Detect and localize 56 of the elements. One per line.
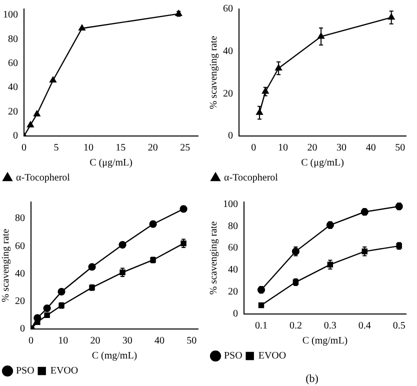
x-axis-title: C (mg/mL) bbox=[302, 336, 348, 347]
x-tick-label: 20 bbox=[90, 336, 100, 347]
x-tick-label: 40 bbox=[154, 336, 164, 347]
legend-label: α-Tocopherol bbox=[16, 172, 70, 184]
x-axis-title: C (mg/mL) bbox=[92, 350, 138, 362]
y-axis-title: % scavenging rate bbox=[208, 35, 220, 110]
x-tick-label: 0 bbox=[251, 142, 256, 154]
y-tick-label: 0 bbox=[13, 130, 18, 142]
y-tick-label: 20 bbox=[8, 106, 18, 118]
x-tick-label: 0.1 bbox=[254, 320, 268, 332]
x-tick-label: 0.3 bbox=[324, 320, 336, 332]
y-tick-label: 20 bbox=[223, 88, 233, 100]
x-tick-label: 0.5 bbox=[392, 320, 406, 332]
y-tick-label: 40 bbox=[223, 46, 233, 57]
x-tick-label: 20 bbox=[148, 142, 158, 154]
x-tick-label: 15 bbox=[116, 142, 126, 154]
x-axis-title: C (μg/mL) bbox=[301, 158, 344, 169]
y-axis-title: % scavenging rate bbox=[208, 220, 220, 295]
legend-label: PSO bbox=[16, 366, 34, 377]
y-tick-label: 40 bbox=[228, 264, 238, 276]
x-tick-label: 25 bbox=[180, 142, 190, 154]
x-tick-label: 10 bbox=[83, 142, 94, 154]
x-tick-label: 0.2 bbox=[289, 320, 302, 332]
y-tick-label: 100 bbox=[3, 10, 18, 21]
x-tick-label: 10 bbox=[58, 336, 68, 347]
x-tick-label: 5 bbox=[54, 142, 59, 154]
x-tick-label: 0 bbox=[28, 336, 34, 347]
y-tick-label: 40 bbox=[15, 268, 25, 280]
y-tick-label: 0 bbox=[233, 308, 238, 320]
y-tick-label: 40 bbox=[8, 82, 18, 94]
legend-label: EVOO bbox=[258, 350, 286, 362]
x-tick-label: 50 bbox=[395, 142, 406, 154]
y-tick-label: 100 bbox=[223, 198, 238, 210]
y-tick-label: 80 bbox=[15, 213, 25, 224]
legend-label: PSO bbox=[224, 350, 242, 362]
x-tick-label: 30 bbox=[336, 142, 347, 154]
y-tick-label: 80 bbox=[8, 34, 18, 45]
y-tick-label: 60 bbox=[15, 240, 25, 252]
legend-label: α-Tocopherol bbox=[224, 172, 278, 184]
y-tick-label: 20 bbox=[228, 286, 238, 298]
y-tick-label: 0 bbox=[228, 130, 233, 142]
y-axis-title: % scavenging rate bbox=[0, 228, 12, 302]
y-tick-label: 80 bbox=[228, 220, 238, 232]
x-axis-title: C (μg/mL) bbox=[90, 158, 132, 169]
y-tick-label: 60 bbox=[8, 58, 18, 70]
x-tick-label: 40 bbox=[366, 142, 376, 154]
y-tick-label: 60 bbox=[228, 242, 238, 254]
legend-label: EVOO bbox=[50, 366, 78, 377]
x-tick-label: 30 bbox=[122, 336, 132, 347]
x-tick-label: 20 bbox=[307, 142, 318, 154]
x-tick-label: 10 bbox=[278, 142, 288, 154]
x-tick-label: 50 bbox=[186, 336, 197, 347]
x-tick-label: 0.4 bbox=[358, 320, 371, 332]
y-tick-label: 20 bbox=[15, 296, 25, 308]
y-tick-label: 60 bbox=[223, 4, 233, 15]
text: (b) bbox=[304, 373, 320, 385]
